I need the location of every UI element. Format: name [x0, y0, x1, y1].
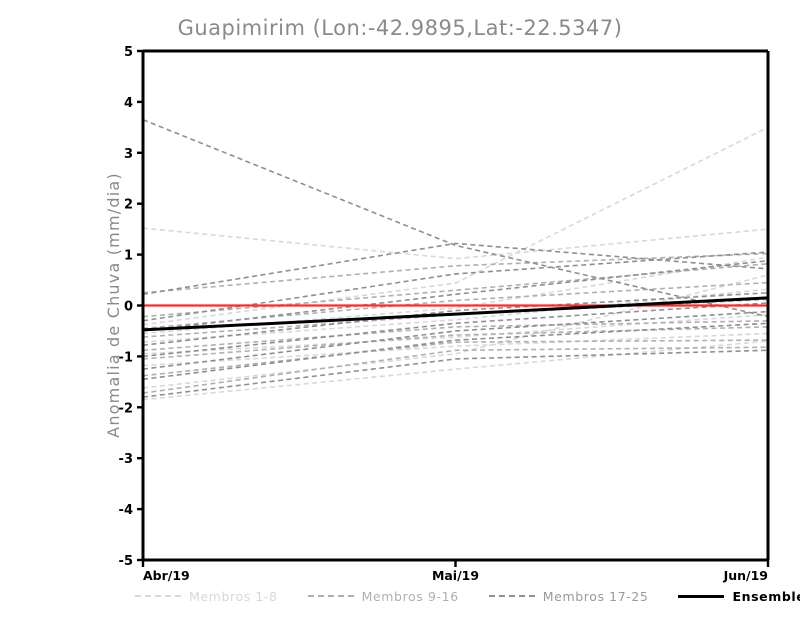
legend-swatch-membros-1-8: [135, 591, 181, 601]
chart-title: Guapimirim (Lon:-42.9895,Lat:-22.5347): [177, 16, 623, 40]
member-line: [142, 302, 769, 358]
legend-label-membros-17-25: Membros 17-25: [542, 588, 649, 604]
member-line: [142, 326, 769, 360]
member-line: [142, 118, 769, 318]
y-tick-label: 3: [124, 147, 133, 162]
legend-swatch-membros-9-16: [307, 591, 354, 601]
legend-item-membros-17-25: Membros 17-25: [488, 588, 649, 604]
member-line: [142, 339, 769, 377]
legend-swatch-ensemble-mean: [678, 591, 725, 601]
x-tick-label: Abr/19: [143, 568, 190, 583]
legend-swatch-membros-17-25: [488, 591, 535, 601]
x-tick-label: Jun/19: [723, 568, 768, 583]
member-line: [142, 126, 769, 326]
y-tick-label: -1: [119, 350, 133, 365]
member-line: [142, 262, 769, 318]
y-tick-label: 4: [124, 96, 133, 111]
y-tick-label: 1: [124, 249, 133, 264]
member-line: [142, 346, 769, 394]
member-line: [142, 322, 769, 381]
member-line: [142, 242, 769, 296]
legend-item-membros-9-16: Membros 9-16: [307, 588, 459, 604]
member-line: [142, 291, 769, 346]
y-tick-label: -4: [119, 503, 133, 518]
ensemble-mean-line: [142, 296, 769, 332]
legend-label-membros-1-8: Membros 1-8: [189, 588, 278, 604]
member-line: [142, 340, 769, 401]
y-tick-label: 5: [124, 45, 133, 60]
series-layer: [142, 118, 769, 401]
legend-item-membros-1-8: Membros 1-8: [135, 589, 278, 604]
y-tick-label: -2: [119, 401, 133, 416]
member-line: [142, 227, 769, 260]
y-tick-label: 0: [124, 300, 133, 315]
ensemble-mean-layer: [142, 296, 769, 332]
legend-label-membros-9-16: Membros 9-16: [361, 588, 459, 604]
tick-labels-layer: -5 -4 -3 -2 -1 0 1 2 3 4 5 Abr/19 Mai/19 Jun/19: [119, 45, 768, 583]
axes-layer: [137, 49, 770, 567]
member-line: [142, 251, 769, 322]
member-line: [142, 319, 769, 352]
member-line: [142, 310, 769, 370]
y-tick-label: -3: [119, 452, 133, 467]
member-line: [142, 252, 769, 294]
member-line: [142, 259, 769, 332]
chart-legend: Membros 1-8 Membros 9-16 Membros 17-25 E…: [135, 586, 800, 606]
y-tick-label: -5: [119, 554, 133, 569]
legend-item-ensemble-mean: Ensemble Mean: [678, 589, 800, 604]
member-line: [142, 349, 769, 398]
member-line: [142, 274, 769, 389]
legend-label-ensemble-mean: Ensemble Mean: [732, 588, 800, 604]
x-tick-label: Mai/19: [432, 568, 479, 583]
member-line: [142, 332, 769, 367]
y-tick-label: 2: [124, 198, 133, 213]
